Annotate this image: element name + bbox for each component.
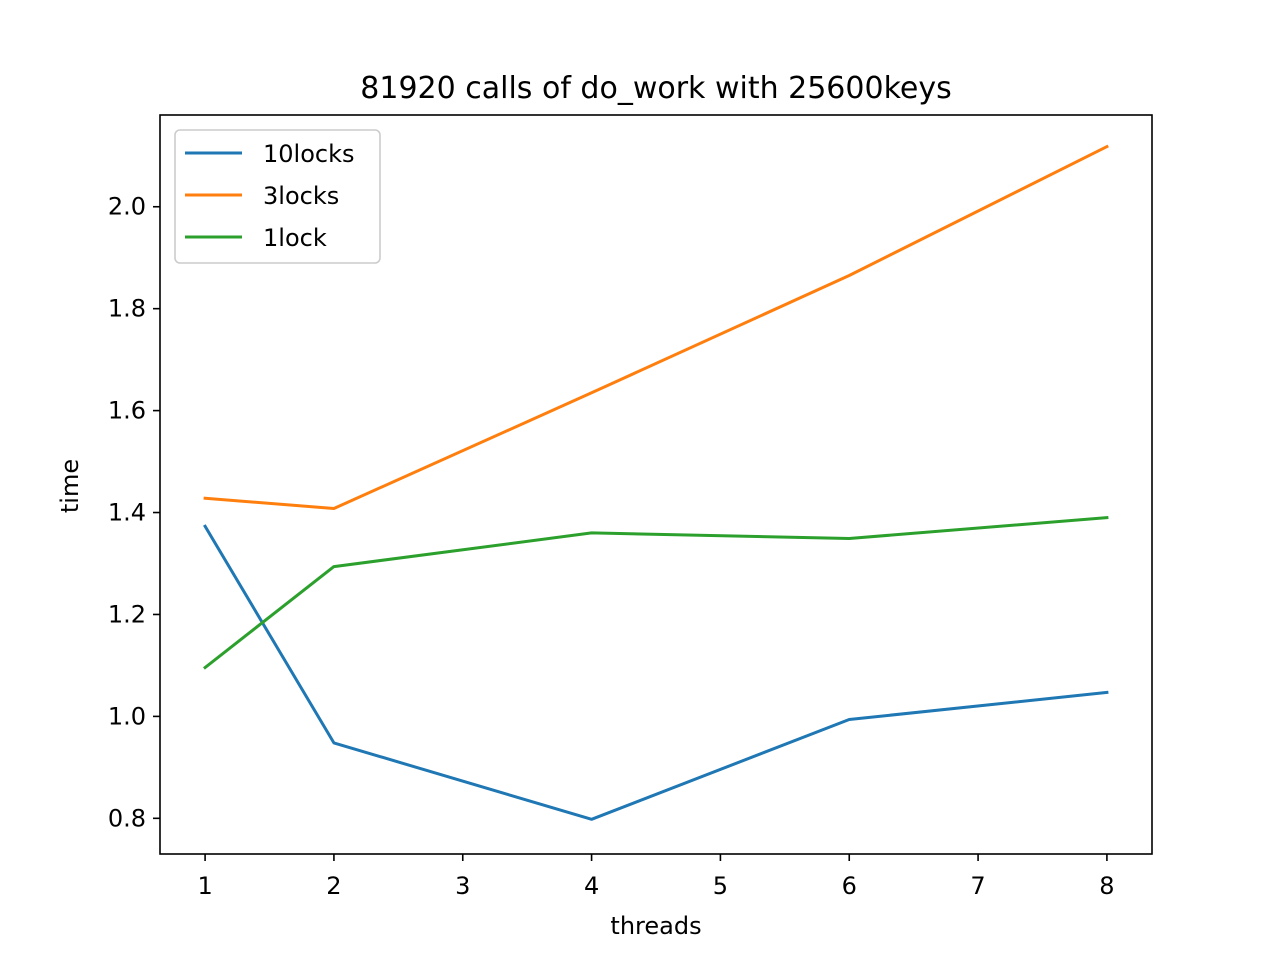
plot-frame bbox=[159, 114, 1153, 855]
series-line-10locks bbox=[203, 524, 1109, 821]
x-tick-label: 5 bbox=[713, 872, 728, 900]
x-tick-label: 8 bbox=[1099, 872, 1114, 900]
x-tick-label: 3 bbox=[455, 872, 470, 900]
y-axis-label: time bbox=[56, 459, 84, 513]
y-tick-label: 1.6 bbox=[108, 397, 146, 425]
x-axis-ticks: 1 2 3 4 5 6 7 8 bbox=[197, 854, 1115, 900]
y-tick-label: 1.4 bbox=[108, 499, 146, 527]
x-tick-label: 4 bbox=[584, 872, 599, 900]
x-tick-label: 2 bbox=[326, 872, 341, 900]
legend-label-1lock: 1lock bbox=[263, 224, 327, 252]
legend: 10locks 3locks 1lock bbox=[174, 129, 381, 264]
x-tick-label: 1 bbox=[197, 872, 212, 900]
y-tick-label: 2.0 bbox=[108, 193, 146, 221]
y-tick-label: 1.2 bbox=[108, 600, 146, 628]
x-tick-label: 6 bbox=[842, 872, 857, 900]
y-tick-label: 1.8 bbox=[108, 295, 146, 323]
x-axis-label: threads bbox=[610, 912, 701, 940]
chart-title: 81920 calls of do_work with 25600keys bbox=[360, 71, 951, 106]
plot-lines bbox=[202, 144, 1109, 821]
legend-box bbox=[174, 129, 381, 264]
series-line-3locks bbox=[203, 144, 1109, 510]
legend-label-3locks: 3locks bbox=[263, 182, 339, 210]
y-axis-ticks: 0.8 1.0 1.2 1.4 1.6 1.8 2.0 bbox=[108, 193, 160, 832]
legend-label-10locks: 10locks bbox=[263, 140, 355, 168]
x-tick-label: 7 bbox=[970, 872, 985, 900]
series-line-1lock bbox=[202, 515, 1109, 670]
y-tick-label: 0.8 bbox=[108, 804, 146, 832]
y-tick-label: 1.0 bbox=[108, 702, 146, 730]
